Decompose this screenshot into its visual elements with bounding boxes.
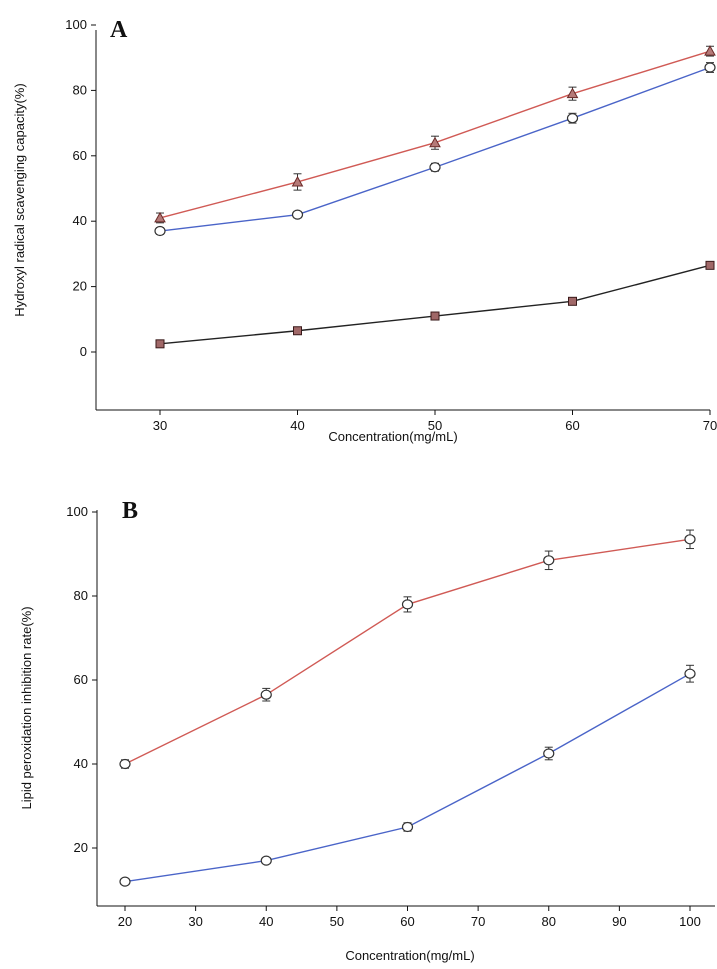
- panel-b-series-2-point: [119, 876, 131, 887]
- panel-b-x-tick-label: 70: [471, 914, 485, 929]
- panel-a-y-axis-title: Hydroxyl radical scavenging capacity(%): [12, 83, 27, 316]
- panel-b-series-1-line: [124, 538, 691, 765]
- panel-a-ticks: 30 40 50 60 70 0 20 40 60 80 100: [65, 17, 717, 433]
- panel-a-series-2-point: [291, 209, 304, 220]
- panel-b-series-2-point: [543, 748, 555, 759]
- panel-a-series-1-point: [291, 175, 304, 187]
- panel-b-series-2-line: [124, 673, 691, 883]
- panel-a-series-3-point: [430, 311, 440, 321]
- panel-b-series-2-point: [684, 668, 696, 679]
- panel-b: B 20 30 40 50 60 70 80 90 100 20 40 60 80 100 Concent…: [19, 498, 715, 963]
- panel-a-x-tick-label: 40: [290, 418, 304, 433]
- panel-a-y-tick-label: 60: [73, 148, 87, 163]
- panel-a-series-3-point: [155, 339, 165, 349]
- panel-a-series: [154, 45, 716, 349]
- panel-b-y-tick-label: 60: [74, 672, 88, 687]
- panel-b-x-tick-label: 90: [612, 914, 626, 929]
- panel-b-letter: B: [122, 498, 138, 524]
- panel-a-series-2-point: [566, 113, 579, 124]
- panel-a-x-tick-label: 30: [153, 418, 167, 433]
- panel-b-series-1-point: [119, 758, 131, 770]
- panel-b-x-tick-label: 40: [259, 914, 273, 929]
- panel-a-y-tick-label: 100: [65, 17, 87, 32]
- panel-b-series: [119, 529, 696, 887]
- panel-b-series-1-point: [684, 534, 696, 545]
- panel-b-series-1-point: [260, 689, 272, 700]
- panel-a-y-tick-label: 80: [73, 82, 87, 97]
- panel-b-x-tick-label: 100: [679, 914, 701, 929]
- panel-b-y-axis-title: Lipid peroxidation inhibition rate(%): [19, 606, 34, 809]
- panel-b-series-2-point: [401, 821, 414, 833]
- panel-a-x-axis-title: Concentration(mg/mL): [328, 429, 457, 444]
- panel-a-series-3-point: [293, 326, 302, 336]
- panel-b-ticks: 20 30 40 50 60 70 80 90 100 20 40 60 80 100: [66, 504, 701, 929]
- panel-a-series-1-point: [429, 136, 441, 148]
- panel-a-series-3-line: [159, 264, 711, 345]
- panel-a-series-2-point: [704, 62, 716, 73]
- panel-b-y-tick-label: 40: [74, 756, 88, 771]
- panel-a-x-tick-label: 60: [565, 418, 579, 433]
- panel-a-y-tick-label: 40: [73, 213, 87, 228]
- panel-a-series-3-point: [705, 260, 715, 270]
- panel-b-y-tick-label: 100: [66, 504, 88, 519]
- panel-b-x-axis-title: Concentration(mg/mL): [345, 948, 474, 963]
- panel-a-series-1-point: [566, 87, 579, 99]
- panel-b-series-2-point: [260, 855, 272, 866]
- panel-a-y-tick-label: 0: [80, 344, 87, 359]
- panel-b-x-tick-label: 60: [400, 914, 414, 929]
- panel-a-series-1-point: [154, 211, 166, 223]
- panel-a-series-1-point: [704, 45, 716, 56]
- panel-b-x-tick-label: 20: [118, 914, 132, 929]
- panel-a-series-1-line: [159, 50, 711, 219]
- panel-b-x-tick-label: 50: [330, 914, 344, 929]
- panel-b-x-tick-label: 80: [542, 914, 556, 929]
- panel-b-y-tick-label: 80: [74, 588, 88, 603]
- panel-b-series-1-point: [401, 599, 414, 610]
- panel-b-x-tick-label: 30: [188, 914, 202, 929]
- panel-b-y-tick-label: 20: [74, 840, 88, 855]
- panel-a-x-tick-label: 70: [703, 418, 717, 433]
- panel-a-series-3-point: [568, 296, 577, 306]
- panel-a: A 30 40 50 60 70 0 20 40 60 80 100 Concentration(m…: [12, 17, 717, 444]
- panel-a-x-tick-label: 50: [428, 418, 442, 433]
- panel-a-y-tick-label: 20: [73, 279, 87, 294]
- panel-a-series-2-point: [154, 225, 166, 237]
- panel-a-series-2-point: [429, 162, 441, 173]
- panel-b-series-1-point: [543, 555, 555, 566]
- panel-a-letter: A: [110, 17, 128, 43]
